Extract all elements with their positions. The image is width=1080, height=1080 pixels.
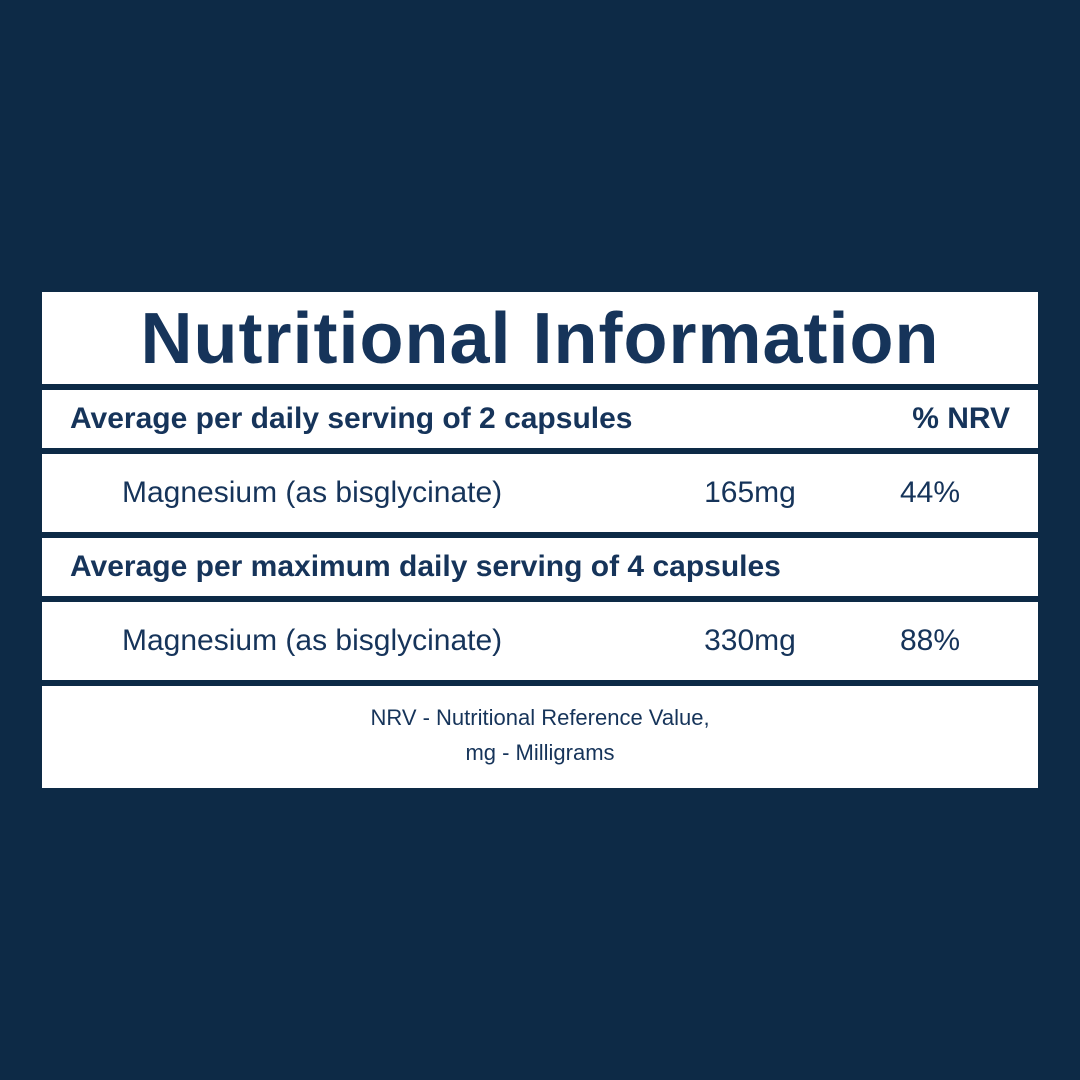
section-2-header: Average per maximum daily serving of 4 c… (42, 538, 1038, 602)
section-1-header: Average per daily serving of 2 capsules … (42, 390, 1038, 454)
section-2-nutrient-nrv: 88% (850, 624, 1010, 658)
section-2-data-row: Magnesium (as bisglycinate) 330mg 88% (42, 602, 1038, 686)
section-1-nutrient-nrv: 44% (850, 476, 1010, 510)
footnote-line-2: mg - Milligrams (62, 735, 1018, 770)
panel-title: Nutritional Information (42, 292, 1038, 390)
section-1-heading-right: % NRV (912, 402, 1010, 436)
section-2-heading-left: Average per maximum daily serving of 4 c… (70, 550, 781, 584)
section-1-data-row: Magnesium (as bisglycinate) 165mg 44% (42, 454, 1038, 538)
nutrition-panel: Nutritional Information Average per dail… (40, 290, 1040, 790)
section-1-nutrient-name: Magnesium (as bisglycinate) (122, 476, 650, 510)
section-1-nutrient-amount: 165mg (650, 476, 850, 510)
section-2-nutrient-amount: 330mg (650, 624, 850, 658)
section-1-heading-left: Average per daily serving of 2 capsules (70, 402, 632, 436)
footnote-line-1: NRV - Nutritional Reference Value, (62, 700, 1018, 735)
section-2-nutrient-name: Magnesium (as bisglycinate) (122, 624, 650, 658)
footnote: NRV - Nutritional Reference Value, mg - … (42, 686, 1038, 788)
